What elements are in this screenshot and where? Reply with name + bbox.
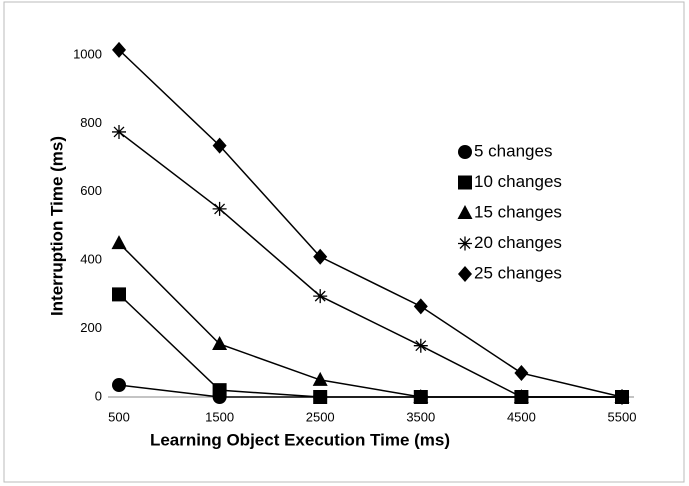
legend-marker	[458, 175, 472, 190]
legend-marker	[457, 205, 473, 219]
y-tick-label: 200	[80, 320, 102, 335]
series-line	[118, 49, 623, 398]
y-tick-label: 400	[80, 252, 102, 267]
data-point	[212, 137, 227, 154]
x-axis-label: Learning Object Execution Time (ms)	[150, 430, 450, 449]
y-axis-label: Interruption Time (ms)	[47, 136, 66, 316]
series-line	[118, 131, 622, 398]
x-tick-label: 2500	[306, 409, 335, 424]
legend-label: 20 changes	[474, 233, 562, 252]
x-tick-label: 500	[108, 409, 130, 424]
y-tick-label: 600	[80, 183, 102, 198]
data-point	[112, 287, 126, 302]
data-point	[212, 383, 227, 398]
legend-marker	[458, 145, 472, 159]
x-tick-label: 3500	[406, 409, 435, 424]
data-point	[112, 378, 126, 393]
data-point	[111, 235, 127, 250]
data-point	[313, 390, 328, 404]
y-tick-label: 800	[80, 115, 102, 130]
data-point	[615, 389, 629, 405]
data-point	[514, 365, 529, 382]
y-tick-label: 0	[95, 388, 102, 403]
data-point	[212, 201, 227, 216]
data-point	[112, 41, 126, 58]
legend-label: 10 changes	[474, 172, 562, 191]
x-tick-label: 4500	[507, 409, 536, 424]
legend-label: 15 changes	[474, 202, 562, 221]
data-point	[212, 335, 228, 350]
legend-label: 5 changes	[474, 141, 552, 160]
x-tick-label: 1500	[205, 409, 234, 424]
data-point	[312, 371, 328, 386]
x-tick-label: 5500	[608, 409, 637, 424]
data-point	[313, 248, 328, 265]
data-point	[413, 338, 428, 353]
chart-frame	[3, 1, 685, 483]
legend-label: 25 changes	[474, 263, 562, 282]
y-tick-label: 1000	[73, 46, 102, 61]
data-point	[313, 289, 328, 304]
legend-marker	[458, 236, 472, 251]
data-point	[112, 124, 126, 139]
data-point	[514, 390, 529, 404]
data-point	[413, 298, 428, 315]
data-point	[413, 389, 429, 403]
legend-marker	[458, 266, 472, 282]
